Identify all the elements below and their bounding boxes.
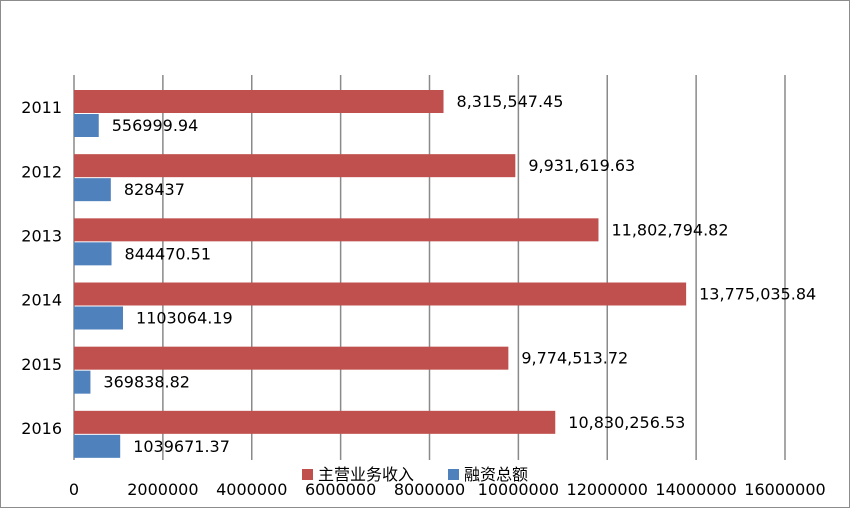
bar-financing [74, 434, 121, 458]
category-labels: 2011 2012 2013 2014 2015 2016 [21, 98, 62, 438]
data-label: 8,315,547.45 [457, 92, 564, 111]
legend: 主营业务收入 融资总额 [302, 465, 528, 484]
x-tick-label: 10000000 [478, 480, 559, 499]
bar-main-revenue [74, 282, 687, 306]
data-label: 9,931,619.63 [528, 156, 635, 175]
bar-main-revenue [74, 346, 509, 370]
bars [74, 90, 687, 458]
category-label: 2014 [21, 291, 62, 310]
x-tick-label: 16000000 [744, 480, 825, 499]
gridlines [73, 75, 786, 460]
x-tick-label: 8000000 [394, 480, 465, 499]
data-label: 828437 [124, 180, 185, 199]
bar-main-revenue [74, 154, 516, 178]
x-tick-labels: 0 2000000 4000000 6000000 8000000 10000000 120… [69, 480, 826, 499]
legend-swatch-main-revenue [302, 469, 313, 480]
x-tick-label: 4000000 [216, 480, 287, 499]
data-labels: 8,315,547.45 556999.94 9,931,619.63 828437 1… [103, 92, 816, 456]
legend-label-financing: 融资总额 [464, 465, 528, 484]
bar-main-revenue [74, 90, 444, 113]
data-label: 844470.51 [125, 244, 212, 263]
bar-financing [74, 178, 111, 202]
bar-financing [74, 242, 112, 266]
x-tick-label: 6000000 [305, 480, 376, 499]
bar-main-revenue [74, 218, 599, 242]
bar-main-revenue [74, 410, 556, 434]
data-label: 9,774,513.72 [521, 349, 628, 368]
category-label: 2011 [21, 98, 62, 117]
x-tick-label: 0 [69, 480, 79, 499]
bar-financing [74, 306, 124, 330]
category-label: 2012 [21, 162, 62, 181]
data-label: 1039671.37 [133, 437, 230, 456]
data-label: 369838.82 [103, 373, 190, 392]
data-label: 10,830,256.53 [568, 413, 685, 432]
x-tick-label: 12000000 [567, 480, 648, 499]
legend-label-main-revenue: 主营业务收入 [318, 465, 414, 484]
x-tick-label: 2000000 [127, 480, 198, 499]
data-label: 11,802,794.82 [611, 220, 728, 239]
legend-swatch-financing [448, 469, 459, 480]
bar-financing [74, 370, 91, 394]
bar-financing [74, 114, 99, 137]
category-label: 2013 [21, 226, 62, 245]
data-label: 556999.94 [112, 116, 199, 135]
data-label: 1103064.19 [136, 309, 233, 328]
category-label: 2016 [21, 419, 62, 438]
data-label: 13,775,035.84 [699, 285, 816, 304]
x-tick-label: 14000000 [655, 480, 736, 499]
category-label: 2015 [21, 355, 62, 374]
